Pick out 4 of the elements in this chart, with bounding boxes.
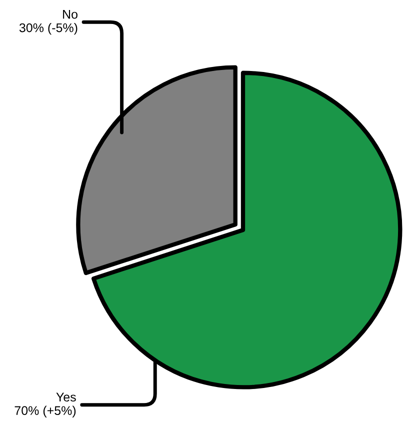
- data-label: 70% (+5%): [14, 406, 76, 418]
- slice-label: No: [63, 10, 78, 19]
- slice-label: Yes: [56, 392, 76, 402]
- data-label: 30% (-5%): [19, 23, 78, 35]
